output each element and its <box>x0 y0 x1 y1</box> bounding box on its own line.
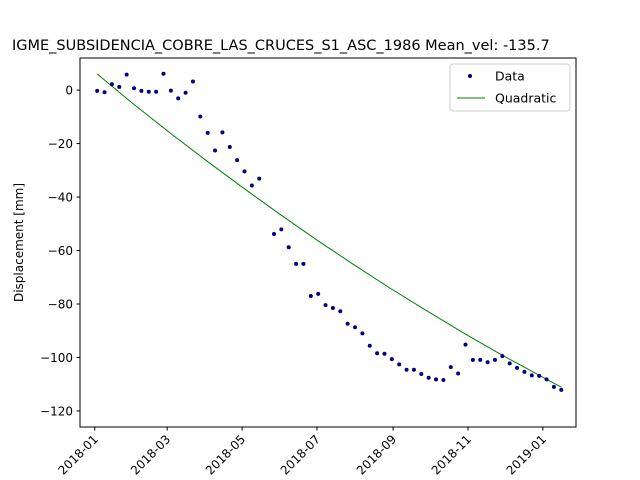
y-tick-label: 0 <box>65 84 73 98</box>
y-tick-label: −100 <box>40 351 73 365</box>
data-point <box>404 367 409 372</box>
y-tick-label: −80 <box>48 298 73 312</box>
y-axis-label: Displacement [mm] <box>12 183 26 302</box>
data-point <box>507 361 512 366</box>
data-point <box>271 231 276 236</box>
data-point <box>492 357 497 362</box>
data-point <box>161 71 166 76</box>
data-point <box>463 342 468 347</box>
data-point <box>515 365 520 370</box>
y-tick-label: −20 <box>48 137 73 151</box>
data-point <box>146 89 151 94</box>
data-point <box>316 291 321 296</box>
data-point <box>176 96 181 101</box>
legend: Data Quadratic <box>449 63 571 112</box>
data-point <box>500 354 505 359</box>
data-point <box>448 365 453 370</box>
x-tick-label: 2018-01 <box>55 432 100 477</box>
data-point <box>124 72 129 77</box>
x-tick-label: 2018-03 <box>128 432 173 477</box>
data-point <box>249 183 254 188</box>
data-point <box>279 227 284 232</box>
data-point <box>205 130 210 135</box>
x-tick-label: 2018-11 <box>429 432 474 477</box>
data-point <box>338 309 343 314</box>
data-point <box>198 114 203 119</box>
data-point <box>102 90 107 95</box>
data-point <box>529 373 534 378</box>
y-axis: 0 −20 −40 −60 −80 −100 −120 <box>40 84 80 418</box>
data-point <box>242 169 247 174</box>
data-point <box>227 145 232 150</box>
data-point <box>345 321 350 326</box>
chart-title: IGME_SUBSIDENCIA_COBRE_LAS_CRUCES_S1_ASC… <box>12 38 550 54</box>
data-point <box>257 176 262 181</box>
legend-data-label: Data <box>495 69 525 84</box>
y-tick-label: −40 <box>48 191 73 205</box>
data-point <box>308 293 313 298</box>
data-point <box>109 82 114 87</box>
data-point <box>235 158 240 163</box>
data-point <box>190 79 195 84</box>
data-point <box>434 377 439 382</box>
data-point <box>551 384 556 389</box>
data-point <box>330 306 335 311</box>
y-tick-label: −120 <box>40 404 73 418</box>
quadratic-fit-line <box>96 73 562 388</box>
data-point <box>323 303 328 308</box>
data-point <box>478 357 483 362</box>
data-point <box>537 373 542 378</box>
data-point <box>139 88 144 93</box>
data-point <box>360 331 365 336</box>
data-point <box>154 89 159 94</box>
y-tick-label: −60 <box>48 244 73 258</box>
data-point <box>353 325 358 330</box>
x-tick-label: 2018-07 <box>278 432 323 477</box>
data-point <box>441 377 446 382</box>
data-points-layer <box>95 71 564 392</box>
x-tick-label: 2018-05 <box>203 432 248 477</box>
data-point <box>183 90 188 95</box>
data-point <box>559 387 564 392</box>
legend-quadratic-label: Quadratic <box>495 91 557 106</box>
data-point <box>220 130 225 135</box>
data-point <box>367 343 372 348</box>
data-point <box>470 357 475 362</box>
data-point <box>301 261 306 266</box>
data-point <box>389 357 394 362</box>
x-tick-label: 2018-09 <box>354 432 399 477</box>
x-axis: 2018-01 2018-03 2018-05 2018-07 2018-09 2018-… <box>55 427 549 478</box>
data-point <box>375 351 380 356</box>
data-point <box>168 88 173 93</box>
data-point <box>411 367 416 372</box>
plot-frame <box>79 57 577 428</box>
legend-data-marker <box>468 74 472 78</box>
legend-frame <box>449 63 571 112</box>
data-point <box>95 88 100 93</box>
data-point <box>522 369 527 374</box>
quadratic-fit-layer <box>96 73 562 388</box>
data-point <box>419 372 424 377</box>
data-point <box>397 362 402 367</box>
data-point <box>456 371 461 376</box>
data-point <box>382 351 387 356</box>
plot-area <box>80 58 576 427</box>
data-point <box>294 261 299 266</box>
data-point <box>286 245 291 250</box>
data-point <box>426 375 431 380</box>
data-point <box>544 377 549 382</box>
data-point <box>213 148 218 153</box>
x-tick-label: 2019-01 <box>504 432 549 477</box>
data-point <box>117 84 122 89</box>
data-point <box>485 360 490 365</box>
data-point <box>132 86 137 91</box>
